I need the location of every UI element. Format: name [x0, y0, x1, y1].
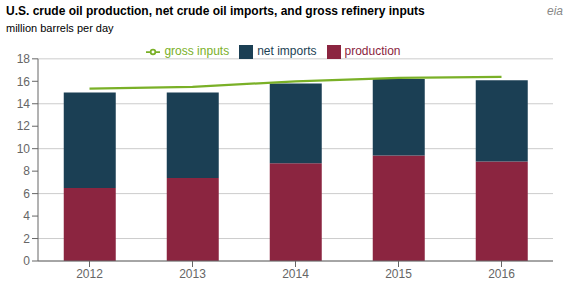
svg-text:16: 16	[17, 75, 31, 89]
html-text:gross inputs: gross inputs	[164, 44, 230, 58]
svg-text:14: 14	[17, 97, 31, 111]
svg-text:2016: 2016	[488, 267, 515, 281]
svg-text:2015: 2015	[385, 267, 412, 281]
svg-text:2013: 2013	[179, 267, 206, 281]
html-text:production: production	[344, 44, 401, 58]
svg-text:18: 18	[17, 52, 31, 66]
svg-text:12: 12	[17, 119, 31, 133]
html-text:U.S. crude oil production, net: U.S. crude oil production, net crude oil…	[6, 4, 425, 18]
svg-text:0: 0	[23, 254, 30, 268]
svg-text:10: 10	[17, 142, 31, 156]
svg-text:2: 2	[23, 232, 30, 246]
html-text:eia: eia	[547, 4, 563, 18]
html-text:net imports: net imports	[257, 44, 317, 58]
svg-text:8: 8	[23, 164, 30, 178]
svg-text:4: 4	[23, 209, 30, 223]
svg-text:6: 6	[23, 187, 30, 201]
svg-text:2012: 2012	[76, 267, 103, 281]
html-text:million barrels per day: million barrels per day	[6, 22, 114, 34]
svg-text:2014: 2014	[282, 267, 309, 281]
